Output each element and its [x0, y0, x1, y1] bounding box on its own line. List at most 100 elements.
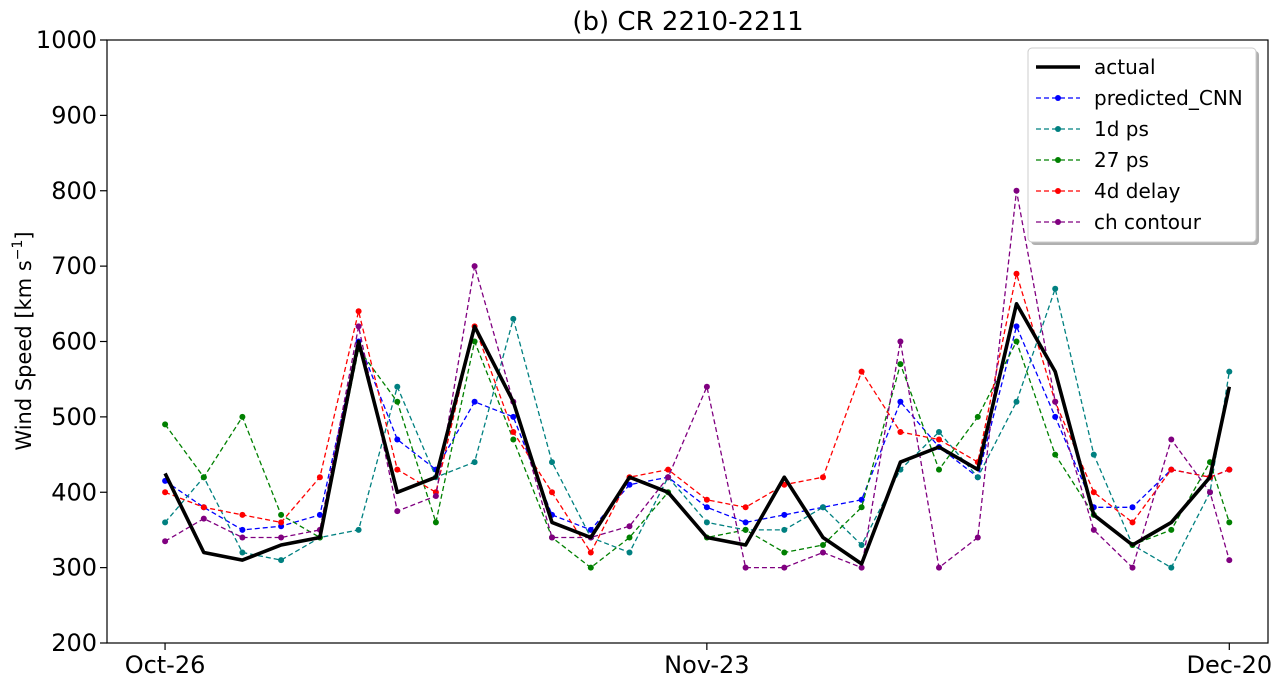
data-point-1d-ps-26 [1168, 564, 1175, 571]
data-point-predicted-cnn-2 [239, 526, 246, 533]
data-point-ch-contour-2 [239, 534, 246, 541]
data-point-predicted-cnn-19 [897, 398, 904, 405]
data-point-1d-ps-23 [1052, 285, 1059, 292]
data-point-ch-contour-24 [1090, 526, 1097, 533]
y-tick-label-500: 500 [51, 403, 97, 431]
data-point-1d-ps-8 [471, 459, 478, 466]
data-point-1d-ps-14 [703, 519, 710, 526]
data-point-ch-contour-27 [1207, 489, 1213, 496]
data-point-ch-contour-18 [858, 564, 865, 571]
data-point-27-ps-3 [278, 511, 285, 518]
series-ch-contour [162, 187, 1233, 571]
data-point-ch-contour-22 [1013, 187, 1020, 194]
legend-marker-27-ps [1055, 157, 1061, 163]
data-point-ch-contour-8 [471, 263, 478, 270]
series-line-actual [163, 301, 1232, 566]
data-point-1d-ps-18 [858, 542, 865, 548]
data-point-ch-contour-14 [703, 383, 710, 390]
legend-marker-ch-contour [1055, 219, 1061, 225]
data-point-4d-delay-13 [665, 466, 672, 473]
data-point-27-ps-6 [394, 398, 401, 405]
data-point-4d-delay-17 [820, 474, 826, 481]
data-point-ch-contour-3 [278, 534, 285, 541]
data-point-ch-contour-6 [394, 508, 401, 515]
data-point-predicted-cnn-14 [703, 504, 710, 511]
y-tick-label-400: 400 [51, 478, 97, 506]
data-point-27-ps-1 [200, 474, 207, 481]
legend-marker-4d-delay [1055, 188, 1061, 194]
data-point-27-ps-21 [974, 413, 981, 420]
data-point-ch-contour-7 [432, 493, 439, 499]
data-point-1d-ps-21 [974, 474, 981, 481]
data-point-predicted-cnn-11 [587, 526, 594, 533]
y-tick-label-900: 900 [51, 101, 97, 129]
y-tick-label-700: 700 [51, 252, 97, 280]
legend-entry-1d-ps: 1d ps [1036, 117, 1149, 141]
data-point-4d-delay-10 [549, 489, 555, 496]
chart-title: (b) CR 2210-2211 [572, 7, 803, 37]
data-point-predicted-cnn-9 [510, 413, 517, 420]
legend-label-4d-delay: 4d delay [1094, 179, 1181, 203]
data-point-predicted-cnn-6 [394, 436, 401, 443]
data-point-predicted-cnn-22 [1013, 323, 1020, 330]
data-point-1d-ps-28 [1226, 368, 1233, 375]
data-point-27-ps-23 [1052, 451, 1059, 458]
data-point-predicted-cnn-12 [626, 481, 633, 488]
plot-marks [162, 187, 1233, 571]
legend-entry-4d-delay: 4d delay [1036, 179, 1181, 203]
data-point-ch-contour-23 [1052, 398, 1059, 405]
data-point-ch-contour-17 [820, 549, 826, 556]
data-point-27-ps-2 [239, 413, 246, 420]
data-point-predicted-cnn-4 [316, 511, 323, 518]
data-point-27-ps-16 [781, 549, 788, 556]
data-point-1d-ps-16 [781, 526, 788, 533]
data-point-1d-ps-10 [549, 459, 555, 466]
data-point-ch-contour-12 [626, 523, 633, 530]
data-point-predicted-cnn-25 [1129, 504, 1136, 511]
legend-label-27-ps: 27 ps [1094, 148, 1149, 172]
axes: 200 300 400 500 600 700 800 900 1000 Oct-26 Nov-23… [36, 26, 1272, 679]
data-point-4d-delay-28 [1226, 466, 1233, 473]
y-axis-label-main: Wind Speed [km s [12, 260, 36, 450]
data-point-ch-contour-5 [355, 323, 362, 330]
data-point-4d-delay-9 [510, 429, 517, 435]
data-point-1d-ps-5 [355, 526, 362, 533]
data-point-1d-ps-6 [394, 383, 401, 390]
data-point-4d-delay-15 [742, 504, 749, 511]
data-point-4d-delay-0 [162, 489, 169, 496]
legend-label-predicted-cnn: predicted_CNN [1094, 86, 1243, 110]
series-line-ch-contour [164, 190, 1230, 569]
data-point-1d-ps-24 [1090, 451, 1097, 458]
y-tick-label-800: 800 [51, 177, 97, 205]
x-tick-label-1: Nov-23 [664, 651, 749, 679]
legend-entry-ch-contour: ch contour [1036, 210, 1202, 234]
data-point-ch-contour-21 [974, 534, 981, 541]
data-point-27-ps-28 [1226, 519, 1233, 526]
legend-entry-predicted-cnn: predicted_CNN [1036, 86, 1243, 110]
y-axis-label: Wind Speed [km s−1] [10, 231, 36, 450]
data-point-ch-contour-15 [742, 564, 749, 571]
y-tick-label-600: 600 [51, 328, 97, 356]
data-point-ch-contour-0 [162, 538, 169, 545]
data-point-27-ps-7 [432, 519, 439, 526]
data-point-ch-contour-13 [665, 474, 672, 481]
data-point-27-ps-26 [1168, 526, 1175, 533]
data-point-1d-ps-12 [626, 549, 633, 556]
data-point-4d-delay-22 [1013, 270, 1020, 277]
legend-label-1d-ps: 1d ps [1094, 117, 1149, 141]
data-point-27-ps-8 [471, 338, 478, 345]
legend-label-ch-contour: ch contour [1094, 210, 1202, 234]
data-point-4d-delay-19 [897, 429, 904, 435]
data-point-1d-ps-3 [278, 557, 285, 564]
data-point-ch-contour-10 [549, 534, 555, 541]
x-tick-label-2: Dec-20 [1186, 651, 1272, 679]
y-tick-label-200: 200 [51, 629, 97, 657]
data-point-ch-contour-16 [781, 564, 788, 571]
y-axis-label-close: ] [12, 231, 36, 239]
data-point-27-ps-0 [162, 421, 169, 428]
data-point-ch-contour-28 [1226, 557, 1233, 564]
data-point-4d-delay-1 [200, 504, 207, 511]
data-point-predicted-cnn-15 [742, 519, 749, 526]
data-point-1d-ps-9 [510, 315, 517, 322]
